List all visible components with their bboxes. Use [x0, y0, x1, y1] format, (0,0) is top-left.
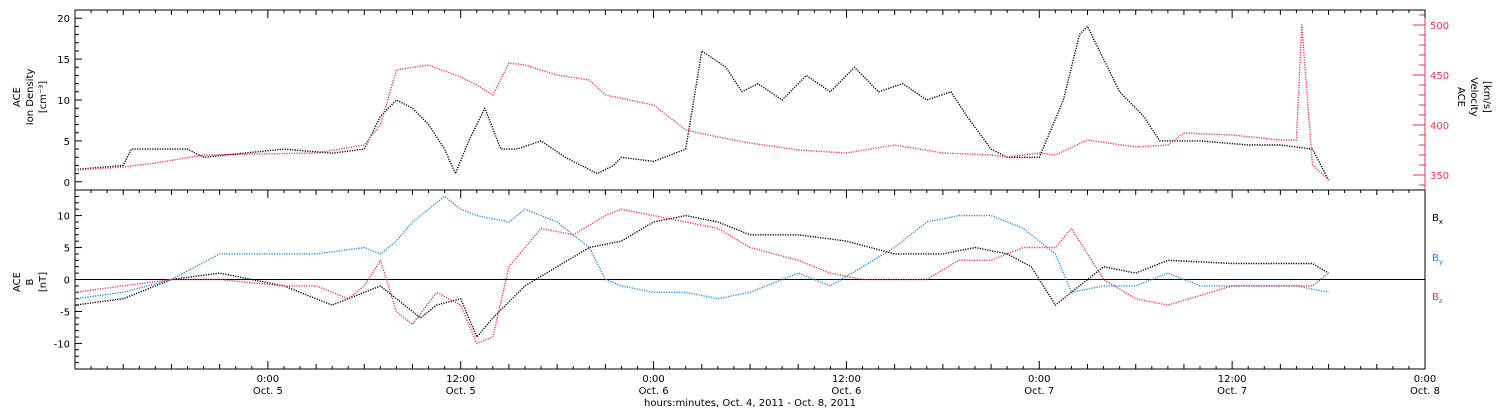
top-right-ytick-label: 350	[1430, 171, 1449, 182]
legend-bx-sub: x	[1439, 218, 1443, 226]
legend-bx: Bx	[1432, 213, 1443, 226]
x-tick-label-time: 12:00	[1218, 374, 1247, 385]
x-tick-label-date: Oct. 6	[639, 386, 669, 397]
top-left-ylabel-line1: ACE	[12, 87, 23, 107]
x-tick-label-date: Oct. 7	[1217, 386, 1247, 397]
x-tick-label-time: 12:00	[832, 374, 861, 385]
top-right-ylabel-line1: ACE	[1455, 87, 1466, 107]
x-tick-label-date: Oct. 5	[253, 386, 283, 397]
x-tick-label-time: 0:00	[1414, 374, 1436, 385]
legend-bz: Bz	[1432, 292, 1443, 305]
data-group	[74, 24, 1330, 345]
x-tick-label-time: 12:00	[446, 374, 475, 385]
bottom-ytick-label: -10	[54, 339, 70, 350]
x-tick-label-time: 0:00	[257, 374, 279, 385]
bottom-left-ylabel-line1: ACE	[12, 272, 23, 292]
bottom-ytick-label: -5	[60, 307, 70, 318]
x-tick-label-date: Oct. 8	[1410, 386, 1440, 397]
series-velocity	[74, 24, 1330, 181]
top-left-ytick-label: 15	[57, 55, 70, 66]
x-tick-label-date: Oct. 7	[1024, 386, 1054, 397]
top-left-ytick-label: 5	[64, 137, 70, 148]
top-right-ylabel-line2: Velocity	[1468, 77, 1479, 116]
top-left-ytick-label: 0	[64, 178, 70, 189]
legend-by-sub: y	[1439, 258, 1443, 266]
x-tick-label-time: 0:00	[642, 374, 664, 385]
series-Bx	[74, 214, 1329, 338]
x-tick-label-date: Oct. 6	[831, 386, 861, 397]
top-right-ylabel-line3: [km/s]	[1481, 81, 1492, 113]
x-tick-label-date: Oct. 5	[446, 386, 476, 397]
bottom-left-ylabel-line2: B	[25, 278, 36, 285]
series-By	[74, 195, 1329, 300]
top-panel-frame	[74, 9, 1426, 191]
top-left-ylabel-line2: Ion Density	[25, 69, 36, 126]
bottom-ytick-label: 5	[64, 244, 70, 255]
top-left-ylabel-line3: [cm⁻³]	[38, 81, 49, 113]
top-left-ytick-label: 10	[57, 96, 70, 107]
series-Bz	[74, 208, 1330, 345]
legend-bz-sub: z	[1439, 297, 1443, 305]
bottom-ytick-label: 0	[64, 276, 70, 287]
bottom-ytick-label: 10	[57, 212, 70, 223]
legend-bz-main: B	[1432, 292, 1439, 303]
x-tick-label-time: 0:00	[1028, 374, 1050, 385]
top-right-ytick-label: 500	[1430, 21, 1449, 32]
top-right-ytick-label: 400	[1430, 121, 1449, 132]
legend-by: By	[1432, 253, 1443, 266]
legend-by-main: B	[1432, 253, 1439, 264]
legend-bx-main: B	[1432, 213, 1439, 224]
top-left-ytick-label: 20	[57, 14, 70, 25]
series-density	[74, 25, 1330, 181]
x-axis-label: hours:minutes, Oct. 4, 2011 - Oct. 8, 20…	[644, 398, 856, 409]
bottom-left-ylabel-line3: [nT]	[38, 272, 49, 292]
top-right-ytick-label: 450	[1430, 71, 1449, 82]
